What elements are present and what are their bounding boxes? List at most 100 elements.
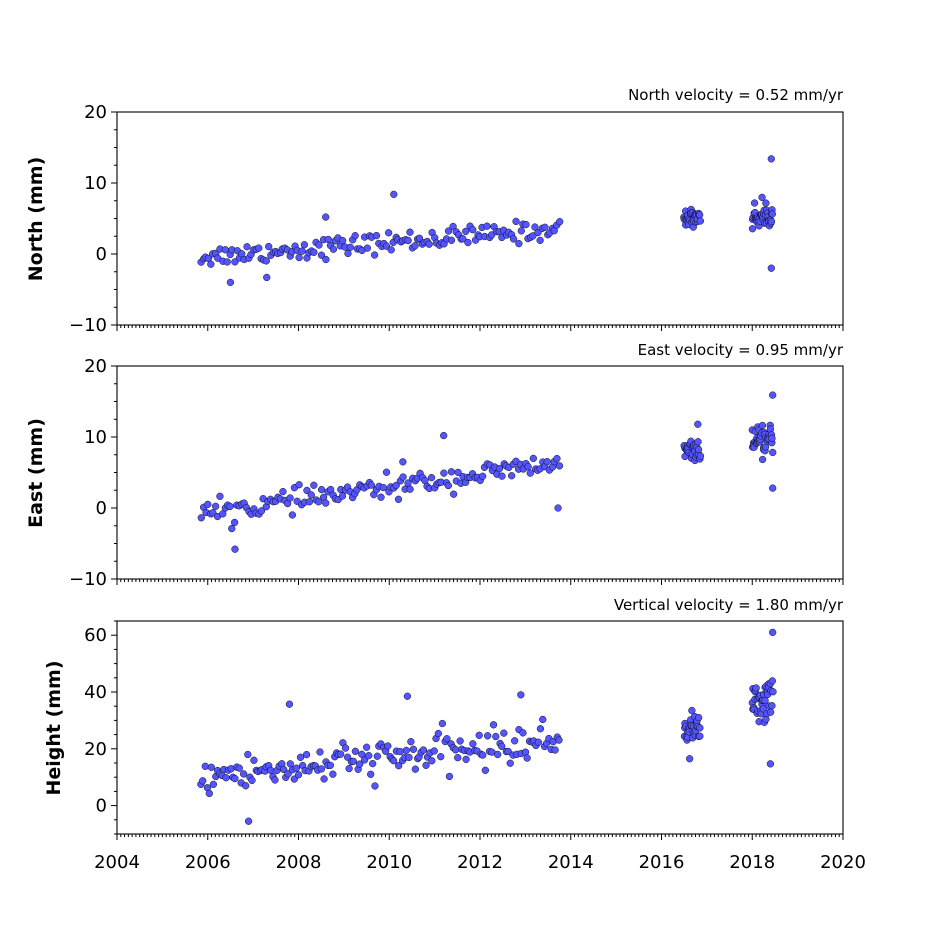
data-point [363, 244, 371, 252]
data-point [329, 770, 337, 778]
data-point [302, 750, 311, 759]
data-point [511, 737, 519, 745]
x-tick-label: 2010 [366, 852, 412, 873]
outlier-point [390, 190, 398, 198]
data-point [292, 764, 300, 772]
y-tick-label: 10 [84, 427, 107, 448]
data-point [489, 721, 498, 729]
data-point [696, 211, 704, 219]
y-tick-label: 0 [96, 244, 107, 265]
data-point [459, 235, 467, 243]
data-point [495, 464, 504, 473]
data-point [207, 260, 215, 268]
data-point [286, 494, 294, 502]
data-point [434, 729, 442, 738]
data-point [314, 498, 323, 506]
outlier-point [399, 458, 407, 466]
data-point [255, 244, 263, 252]
outlier-point [769, 484, 777, 492]
data-point [534, 228, 542, 237]
data-point [419, 746, 428, 754]
data-point [280, 765, 288, 774]
data-point [761, 696, 769, 705]
data-point [356, 760, 364, 768]
data-point [262, 257, 270, 265]
y-tick-label: 20 [84, 356, 107, 377]
data-point [425, 240, 433, 248]
data-point [508, 472, 516, 480]
outlier-point [244, 817, 253, 825]
data-point [769, 448, 777, 457]
data-point [317, 765, 326, 773]
data-point [553, 454, 561, 463]
data-point [531, 223, 539, 231]
north-axis-ticks: −10 0 10 20 [69, 102, 844, 336]
data-point [409, 745, 418, 753]
data-point [382, 242, 391, 250]
data-point [479, 751, 487, 759]
y-tick-label: 20 [84, 739, 107, 760]
data-point [295, 253, 303, 262]
data-point [444, 481, 452, 490]
outlier-point [263, 273, 271, 282]
data-point [315, 241, 323, 249]
data-point [411, 242, 419, 250]
x-tick-label: 2020 [820, 852, 866, 873]
data-point [372, 231, 381, 240]
outlier-point [322, 213, 330, 221]
data-point [469, 740, 477, 748]
data-point [523, 754, 531, 762]
data-point [384, 742, 392, 750]
data-point [748, 225, 757, 233]
east-axis-ticks: −10 0 10 20 [69, 356, 844, 590]
x-tick-label: 2014 [548, 852, 594, 873]
data-point [519, 729, 527, 737]
data-point [555, 462, 564, 470]
data-point [201, 762, 209, 770]
data-point [197, 514, 205, 522]
east-data-points [197, 391, 777, 553]
y-tick-label: 20 [84, 102, 107, 123]
data-point [524, 463, 532, 471]
data-point [338, 492, 347, 500]
outlier-point [769, 628, 777, 636]
data-point [316, 748, 324, 756]
data-point [317, 251, 326, 259]
data-point [250, 756, 258, 764]
data-point [522, 220, 530, 229]
outlier-point [686, 755, 694, 763]
data-point [395, 762, 403, 770]
data-point [310, 248, 318, 256]
data-point [695, 713, 703, 722]
data-point [539, 715, 547, 724]
data-point [758, 193, 766, 202]
data-point [324, 235, 332, 244]
data-point [205, 789, 213, 798]
data-point [322, 255, 330, 264]
data-point [387, 246, 395, 254]
data-point [406, 485, 414, 493]
data-point [346, 243, 354, 251]
data-point [243, 243, 251, 251]
data-point [341, 744, 350, 752]
data-point [389, 757, 398, 765]
y-tick-label: 0 [96, 796, 107, 817]
data-point [405, 753, 413, 762]
data-point [509, 235, 518, 243]
data-point [326, 761, 335, 769]
data-point [498, 472, 506, 480]
data-point [758, 455, 767, 464]
data-point [207, 763, 215, 771]
height-plot-frame [116, 620, 844, 835]
data-point [365, 752, 373, 760]
data-point [406, 228, 414, 236]
data-point [223, 258, 231, 266]
outlier-point [285, 700, 294, 708]
data-point [337, 750, 345, 758]
data-point [494, 750, 502, 759]
data-point [752, 684, 760, 692]
data-point [451, 746, 460, 754]
data-point [479, 472, 487, 480]
